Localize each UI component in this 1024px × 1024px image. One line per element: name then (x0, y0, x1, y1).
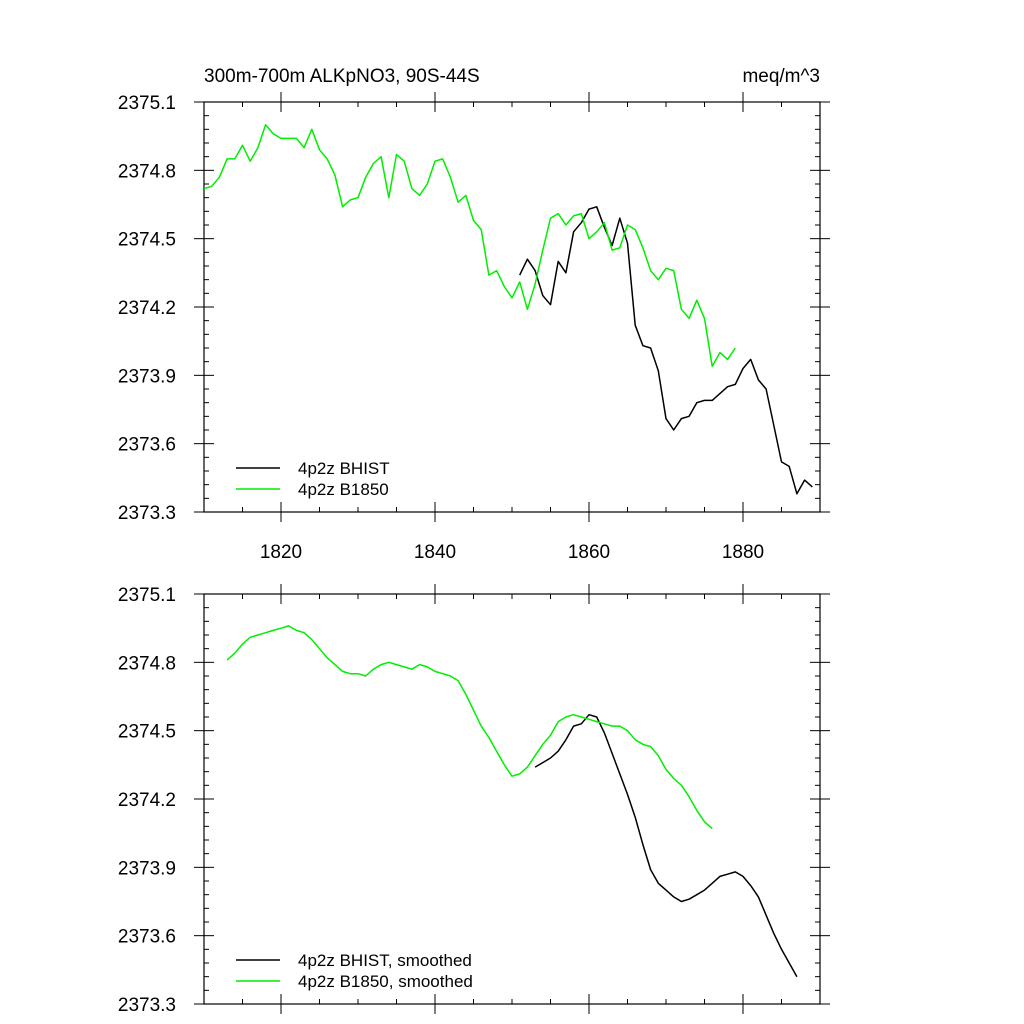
x-tick-label: 1860 (568, 542, 610, 563)
series-line (534, 713, 798, 978)
plot-frame (203, 593, 821, 1005)
y-tick-label: 2375.1 (118, 93, 176, 114)
y-tick-label: 2373.3 (118, 503, 176, 524)
series-line (203, 124, 736, 367)
x-tick-label: 1820 (260, 542, 302, 563)
y-tick-label: 2373.6 (118, 435, 176, 456)
y-tick-label: 2373.3 (118, 995, 176, 1016)
y-tick-label: 2374.8 (118, 161, 176, 182)
legend-label: 4p2z B1850, smoothed (298, 972, 473, 991)
x-tick-label: 1840 (414, 542, 456, 563)
series-line (519, 206, 813, 495)
y-tick-label: 2373.9 (118, 366, 176, 387)
top-panel: 1820 1840 1860 1880 2373.3 2373.6 2373.9 2374.2… (118, 92, 830, 563)
series-line (226, 625, 713, 830)
legend-label: 4p2z BHIST (298, 459, 390, 478)
y-tick-label: 2374.2 (118, 298, 176, 319)
y-tick-label: 2375.1 (118, 585, 176, 606)
y-tick-label: 2373.9 (118, 858, 176, 879)
y-tick-label: 2373.6 (118, 927, 176, 948)
chart-title: 300m-700m ALKpNO3, 90S-44S (204, 66, 480, 87)
y-tick-label: 2374.5 (118, 230, 176, 251)
y-tick-label: 2374.5 (118, 722, 176, 743)
x-tick-label: 1880 (722, 542, 764, 563)
y-tick-label: 2374.8 (118, 653, 176, 674)
legend-label: 4p2z BHIST, smoothed (298, 951, 472, 970)
legend-label: 4p2z B1850 (298, 480, 389, 499)
plot-frame (203, 101, 821, 513)
units-label: meq/m^3 (742, 66, 820, 87)
y-tick-label: 2374.2 (118, 790, 176, 811)
bottom-panel: 2373.3 2373.6 2373.9 2374.2 2374.5 2374.8 2375… (118, 584, 830, 1016)
